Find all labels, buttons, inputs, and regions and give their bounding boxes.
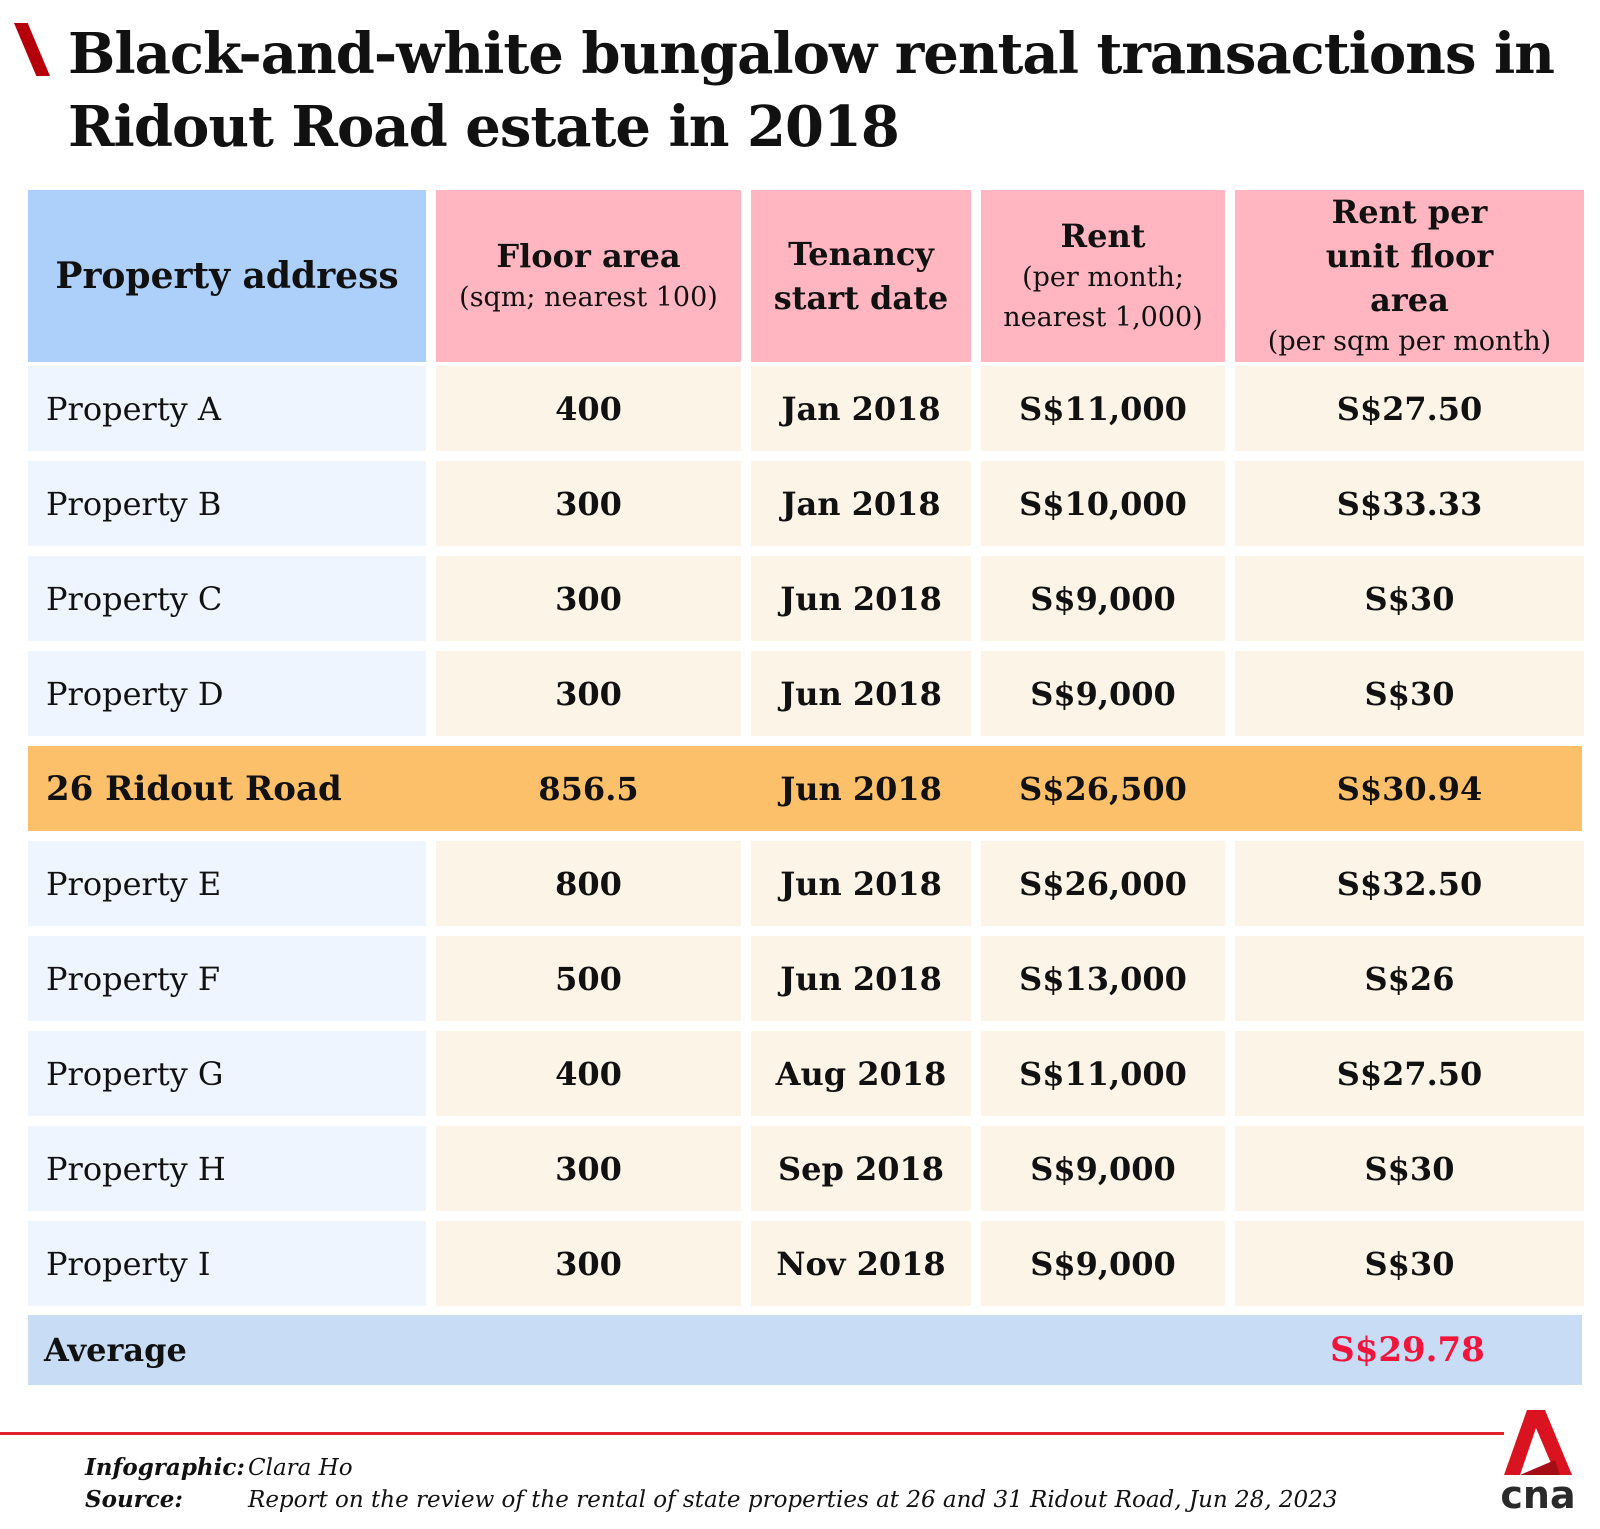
cell-address: Property E [28, 841, 426, 926]
cell-rent-per-unit: S$30.94 [1336, 769, 1483, 808]
cell-address: Property C [28, 556, 426, 641]
cell-tenancy-start: Jun 2018 [751, 556, 971, 641]
cell-rent: S$26,500 [1019, 769, 1187, 808]
cell-rent: S$26,000 [981, 841, 1225, 926]
header-label: Tenancy start date [773, 235, 949, 317]
cell-tenancy-start: Jun 2018 [751, 841, 971, 926]
cell-floor-area: 800 [436, 841, 741, 926]
page-title: Black-and-white bungalow rental transact… [68, 21, 1555, 160]
cell-rent-per-unit: S$30 [1235, 651, 1584, 736]
cell-rent-per-unit: S$30 [1235, 1126, 1584, 1211]
cell-address: Property D [28, 651, 426, 736]
cell-floor-area: 300 [436, 651, 741, 736]
table-row: Property H 300 Sep 2018 S$9,000 S$30 [28, 1126, 1584, 1211]
table-row: Property C 300 Jun 2018 S$9,000 S$30 [28, 556, 1584, 641]
header-floor-area: Floor area (sqm; nearest 100) [436, 190, 741, 362]
header-sublabel: (per sqm per month) [1267, 326, 1552, 357]
cell-tenancy-start: Jun 2018 [751, 651, 971, 736]
cell-rent-per-unit: S$26 [1235, 936, 1584, 1021]
average-value: S$29.78 [1330, 1330, 1485, 1370]
cell-address: Property B [28, 461, 426, 546]
table-row-highlighted: 26 Ridout Road 856.5 Jun 2018 S$26,500 S$30.… [28, 746, 1582, 831]
header-tenancy-start: Tenancy start date [751, 190, 971, 362]
cell-address: Property A [28, 366, 426, 451]
cell-floor-area: 400 [436, 366, 741, 451]
cell-tenancy-start: Nov 2018 [751, 1221, 971, 1306]
cna-logo: cna [1500, 1410, 1576, 1510]
header-property-address: Property address [28, 190, 426, 362]
cell-tenancy-start: Sep 2018 [751, 1126, 971, 1211]
cell-rent: S$11,000 [981, 366, 1225, 451]
svg-text:cna: cna [1500, 1473, 1575, 1510]
cell-address: Property I [28, 1221, 426, 1306]
cell-address: 26 Ridout Road [46, 768, 342, 809]
table-row: Property G 400 Aug 2018 S$11,000 S$27.50 [28, 1031, 1584, 1116]
table-header-row: Property address Floor area (sqm; nearest… [28, 190, 1584, 362]
table-row: Property A 400 Jan 2018 S$11,000 S$27.50 [28, 366, 1584, 451]
header-label: Rent [1060, 217, 1146, 255]
cell-floor-area: 300 [436, 1221, 741, 1306]
cell-floor-area: 400 [436, 1031, 741, 1116]
cell-rent: S$11,000 [981, 1031, 1225, 1116]
header-label: Property address [55, 255, 399, 297]
footer-credits: Infographic: Clara Ho Source: Report on th… [85, 1452, 1337, 1516]
table-row: Property B 300 Jan 2018 S$10,000 S$33.33 [28, 461, 1584, 546]
header-sublabel: (sqm; nearest 100) [459, 282, 718, 313]
cell-address: Property G [28, 1031, 426, 1116]
rental-table: Property address Floor area (sqm; nearest… [28, 190, 1584, 1385]
infographic-credit: Clara Ho [248, 1455, 353, 1481]
cell-rent-per-unit: S$30 [1235, 556, 1584, 641]
cell-rent-per-unit: S$32.50 [1235, 841, 1584, 926]
cell-rent: S$9,000 [981, 556, 1225, 641]
header-label: Rent per unit floor area [1325, 193, 1494, 319]
footer-divider [0, 1432, 1504, 1435]
header-rent-per-unit: Rent per unit floor area (per sqm per mon… [1235, 190, 1584, 362]
cell-floor-area: 300 [436, 1126, 741, 1211]
cell-address: Property F [28, 936, 426, 1021]
cell-rent-per-unit: S$27.50 [1235, 366, 1584, 451]
cell-rent-per-unit: S$27.50 [1235, 1031, 1584, 1116]
header-label: Floor area [496, 237, 681, 275]
cell-floor-area: 856.5 [538, 769, 639, 808]
table-body: Property A 400 Jan 2018 S$11,000 S$27.50 Prop… [28, 366, 1584, 1306]
source-label: Source: [85, 1486, 183, 1513]
cell-rent-per-unit: S$30 [1235, 1221, 1584, 1306]
header-sublabel: (per month; nearest 1,000) [1003, 262, 1203, 333]
table-row: Property E 800 Jun 2018 S$26,000 S$32.50 [28, 841, 1584, 926]
title-accent-slash [14, 23, 50, 76]
cell-rent: S$9,000 [981, 1221, 1225, 1306]
cell-floor-area: 500 [436, 936, 741, 1021]
cell-rent: S$9,000 [981, 651, 1225, 736]
average-label: Average [44, 1331, 187, 1369]
infographic-label: Infographic: [85, 1454, 245, 1481]
cell-floor-area: 300 [436, 556, 741, 641]
cell-tenancy-start: Jan 2018 [751, 366, 971, 451]
cell-address: Property H [28, 1126, 426, 1211]
table-row: Property I 300 Nov 2018 S$9,000 S$30 [28, 1221, 1584, 1306]
cell-rent-per-unit: S$33.33 [1235, 461, 1584, 546]
table-row: Property D 300 Jun 2018 S$9,000 S$30 [28, 651, 1584, 736]
cell-tenancy-start: Jan 2018 [751, 461, 971, 546]
cell-rent: S$9,000 [981, 1126, 1225, 1211]
average-row: Average S$29.78 [28, 1315, 1582, 1385]
cell-tenancy-start: Jun 2018 [780, 769, 942, 808]
cell-rent: S$10,000 [981, 461, 1225, 546]
header-rent: Rent (per month; nearest 1,000) [981, 190, 1225, 362]
table-row: Property F 500 Jun 2018 S$13,000 S$26 [28, 936, 1584, 1021]
source-text: Report on the review of the rental of st… [248, 1487, 1338, 1513]
cell-rent: S$13,000 [981, 936, 1225, 1021]
cell-tenancy-start: Jun 2018 [751, 936, 971, 1021]
cell-tenancy-start: Aug 2018 [751, 1031, 971, 1116]
cell-floor-area: 300 [436, 461, 741, 546]
